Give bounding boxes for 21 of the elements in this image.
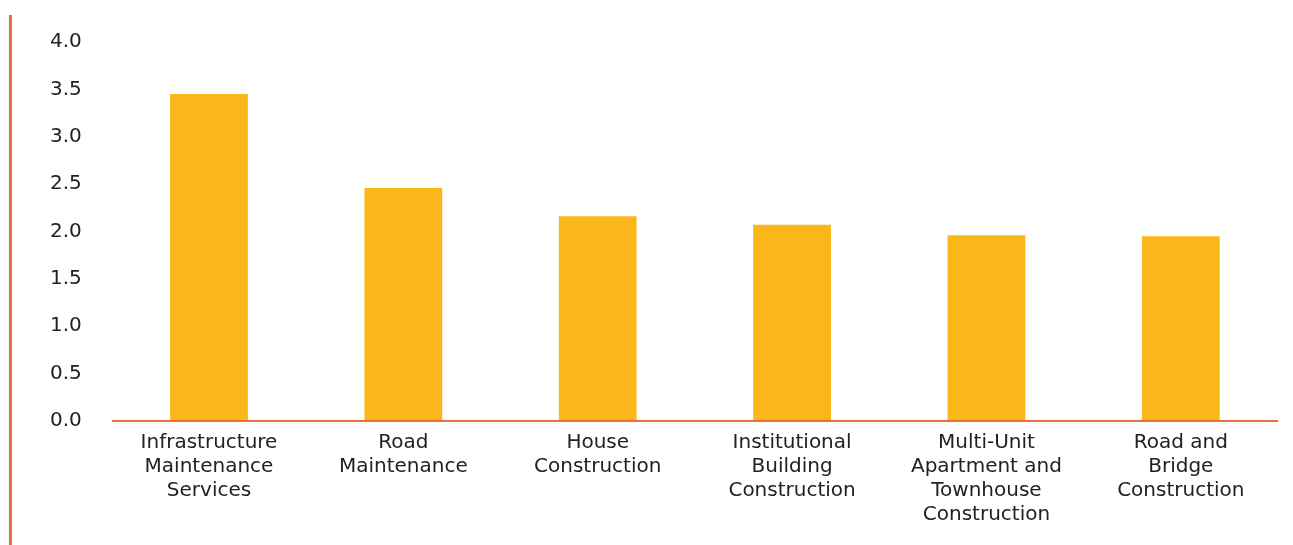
x-tick-label: Institutional Building Construction xyxy=(728,429,856,502)
bar xyxy=(558,216,637,421)
bar xyxy=(753,224,831,421)
x-tick-label: Road Maintenance xyxy=(338,429,468,478)
y-tick-label: 1.0 xyxy=(49,312,82,337)
x-tick-label: Multi-Unit Apartment and Townhouse Construction xyxy=(910,429,1062,526)
y-tick-label: 0.0 xyxy=(49,407,82,432)
bar xyxy=(947,235,1026,421)
bar xyxy=(364,187,443,421)
y-tick-label: 3.0 xyxy=(49,122,82,147)
y-tick-label: 2.0 xyxy=(49,217,82,242)
y-tick-label: 4.0 xyxy=(49,28,82,53)
x-tick-label: Infrastructure Maintenance Services xyxy=(140,429,278,502)
y-tick-label: 3.5 xyxy=(49,75,82,100)
x-tick-label: Road and Bridge Construction xyxy=(1117,429,1245,502)
y-tick-label: 0.5 xyxy=(49,359,82,384)
y-tick-label: 2.5 xyxy=(49,170,82,195)
x-tick-label: House Construction xyxy=(534,429,662,478)
bar xyxy=(1141,236,1220,421)
bar xyxy=(170,94,248,421)
y-tick-label: 1.5 xyxy=(49,265,82,290)
